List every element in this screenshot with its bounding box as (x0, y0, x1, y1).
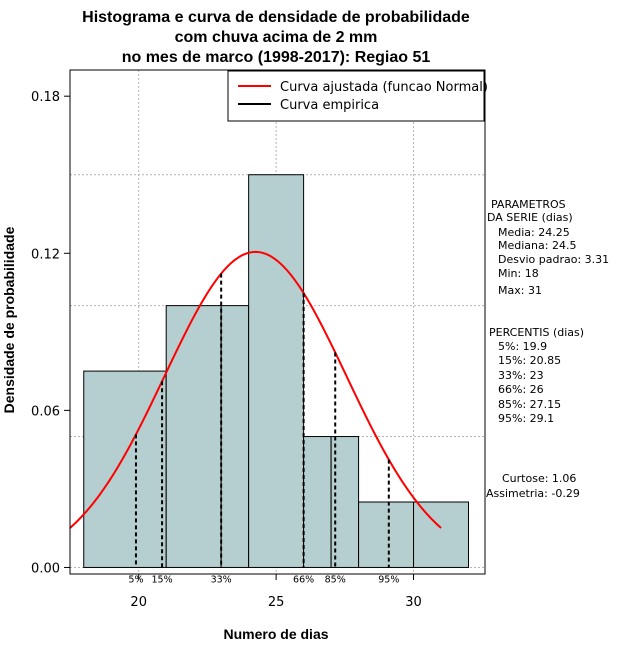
percentile-label-1: 15% (152, 574, 173, 585)
x-tick-label-0: 20 (130, 595, 147, 610)
x-axis-title: Numero de dias (223, 626, 328, 642)
chart-title-line-2: com chuva acima de 2 mm (175, 29, 378, 46)
y-tick-label-0: 0.00 (31, 561, 60, 576)
y-axis-title: Densidade de probabilidade (1, 226, 17, 413)
percentiles-block: PERCENTIS (dias) 5%: 19.9 15%: 20.85 33%… (489, 326, 584, 425)
histogram-bars (83, 174, 470, 568)
stat-min: Min: 18 (498, 267, 539, 280)
parameters-block: PARAMETROS DA SERIE (dias) Media: 24.25 … (487, 198, 609, 297)
percentile-label-4: 85% (325, 574, 346, 585)
plot-frame (69, 69, 486, 575)
x-tick-label-1: 25 (268, 595, 285, 610)
percentile-line-15: 15%: 20.85 (498, 354, 561, 367)
chart-title-line-3: no mes de marco (1998-2017): Regiao 51 (122, 49, 431, 66)
percentile-line-95: 95%: 29.1 (498, 412, 554, 425)
legend: Curva ajustada (funcao Normal) Curva emp… (227, 70, 488, 122)
stat-max: Max: 31 (498, 284, 542, 297)
percentile-label-2: 33% (211, 574, 232, 585)
percentile-label-0: 5% (128, 574, 143, 585)
y-tick-label-1: 0.06 (31, 404, 60, 419)
y-tick-label-2: 0.12 (31, 247, 60, 262)
stat-median: Mediana: 24.5 (498, 239, 576, 252)
percentiles-header: PERCENTIS (dias) (489, 326, 584, 339)
stat-mean: Media: 24.25 (498, 226, 570, 239)
histogram-bar-3 (248, 174, 305, 568)
stat-skewness: Assimetria: -0.29 (486, 487, 580, 500)
percentile-markers: 5% 15% 33% 66% 85% 95% (128, 273, 399, 585)
stat-kurtosis: Curtose: 1.06 (502, 472, 576, 485)
histogram-bar-2 (220, 305, 250, 568)
legend-box (227, 70, 485, 122)
percentile-line-66: 66%: 26 (498, 383, 544, 396)
shape-block: Curtose: 1.06 Assimetria: -0.29 (486, 472, 580, 500)
histogram-bar-0 (83, 370, 167, 568)
histogram-bar-1 (165, 305, 222, 568)
percentile-label-3: 66% (293, 574, 314, 585)
histogram-bar-6 (358, 501, 415, 568)
histogram-bar-4 (303, 436, 332, 568)
x-tick-label-2: 30 (405, 595, 422, 610)
legend-label-empirical: Curva empirica (280, 98, 379, 113)
percentile-line-5: 5%: 19.9 (498, 340, 547, 353)
histogram-bar-7 (413, 501, 470, 568)
y-tick-label-3: 0.18 (31, 90, 60, 105)
percentile-line-33: 33%: 23 (498, 369, 544, 382)
fitted-normal-curve (69, 250, 442, 529)
x-axis: 20 25 30 (130, 574, 422, 610)
parameters-header-2: DA SERIE (dias) (487, 211, 573, 224)
chart-title-line-1: Histograma e curva de densidade de proba… (82, 9, 470, 26)
curve-layer (69, 250, 442, 529)
legend-label-fitted: Curva ajustada (funcao Normal) (280, 80, 488, 95)
percentile-label-5: 95% (378, 574, 399, 585)
percentile-line-85: 85%: 27.15 (498, 398, 561, 411)
stat-sd: Desvio padrao: 3.31 (498, 253, 609, 266)
parameters-header-1: PARAMETROS (491, 198, 566, 211)
y-axis: 0.00 0.06 0.12 0.18 (31, 90, 70, 576)
